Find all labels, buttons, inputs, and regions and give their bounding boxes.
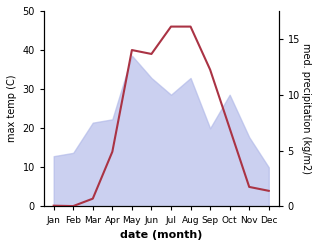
Y-axis label: max temp (C): max temp (C) <box>7 75 17 143</box>
X-axis label: date (month): date (month) <box>120 230 203 240</box>
Y-axis label: med. precipitation (kg/m2): med. precipitation (kg/m2) <box>301 43 311 174</box>
